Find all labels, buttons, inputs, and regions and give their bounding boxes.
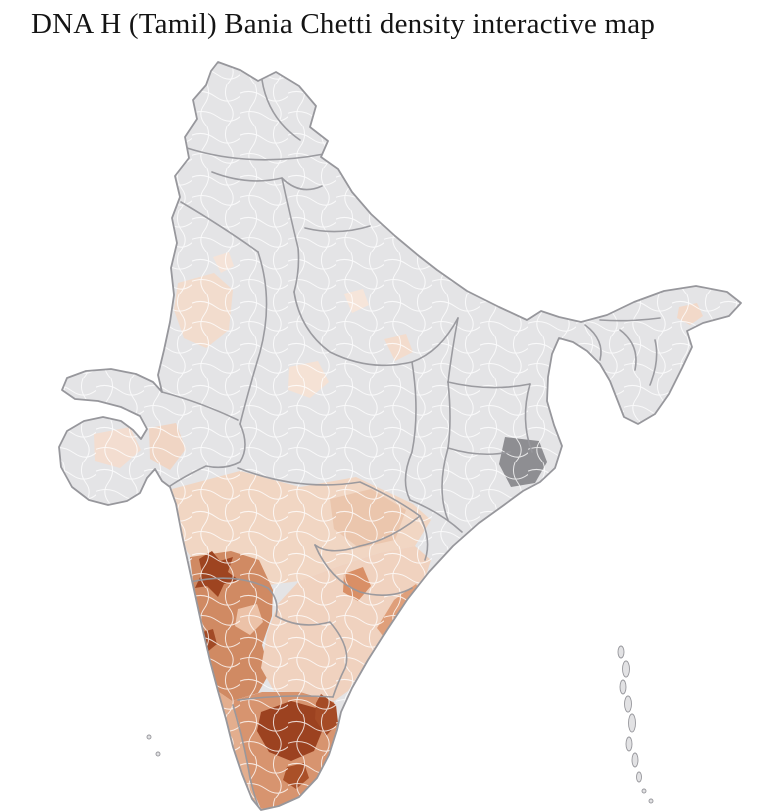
state-borders (161, 79, 661, 807)
region-konkan-dark-spot[interactable] (157, 504, 177, 533)
page-title: DNA H (Tamil) Bania Chetti density inter… (31, 8, 656, 40)
lakshadweep-islands[interactable] (146, 734, 161, 757)
india-outline (58, 61, 742, 811)
andaman-islands[interactable] (617, 645, 654, 804)
